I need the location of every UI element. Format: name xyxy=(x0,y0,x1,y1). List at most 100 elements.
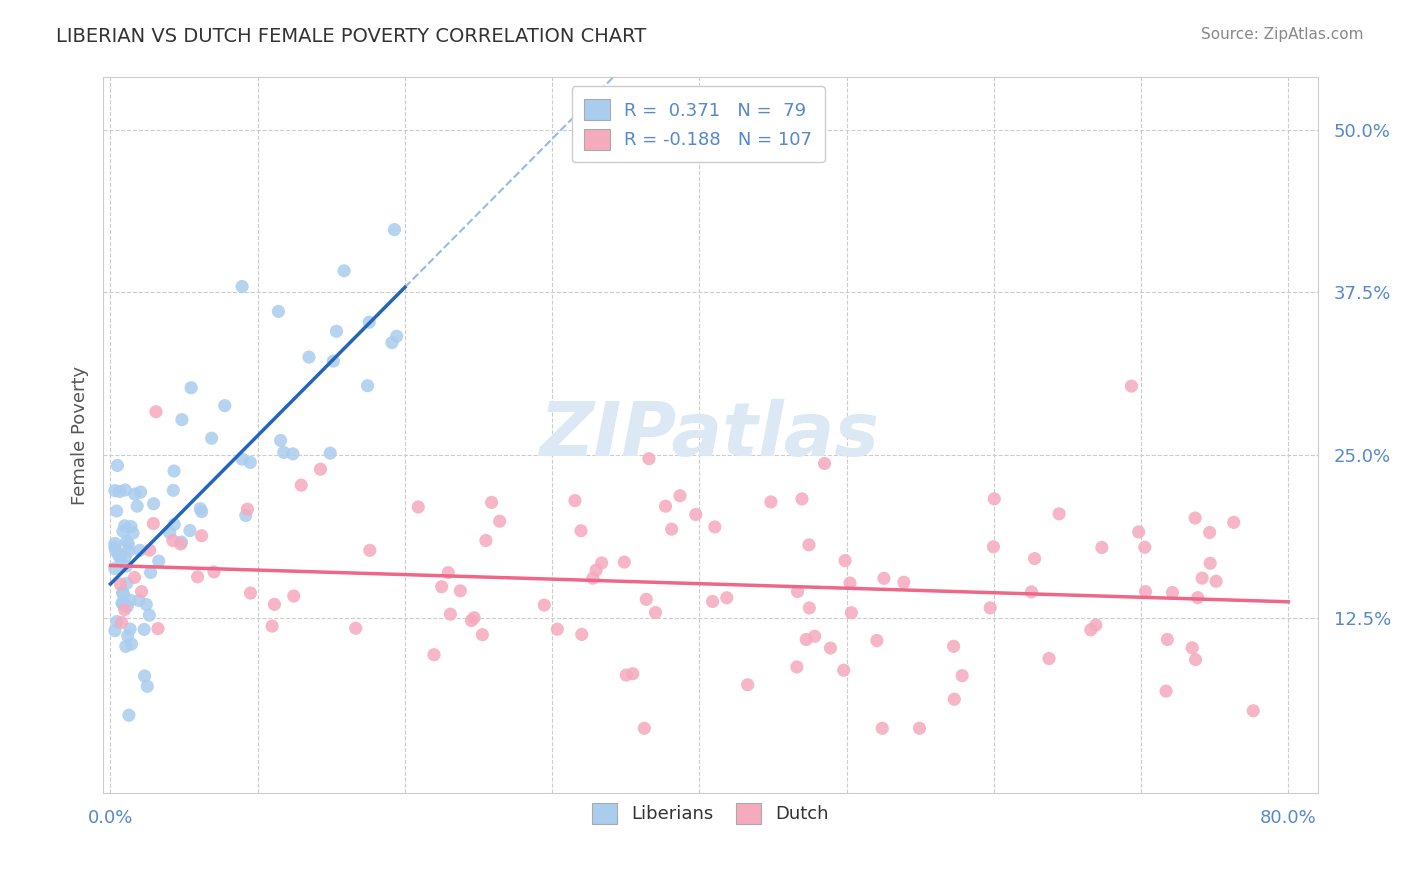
Point xyxy=(943,692,966,706)
Point xyxy=(110,577,132,591)
Point xyxy=(790,491,813,506)
Point xyxy=(702,594,724,608)
Point xyxy=(356,378,378,392)
Point xyxy=(114,640,136,654)
Point xyxy=(908,721,931,735)
Point xyxy=(621,666,644,681)
Point xyxy=(110,615,132,630)
Point xyxy=(105,504,128,518)
Point xyxy=(114,602,136,616)
Point xyxy=(841,606,863,620)
Point xyxy=(231,279,253,293)
Point xyxy=(117,629,139,643)
Point xyxy=(322,354,344,368)
Y-axis label: Female Poverty: Female Poverty xyxy=(72,366,89,505)
Point xyxy=(105,615,128,629)
Point xyxy=(1187,591,1209,605)
Point xyxy=(832,663,855,677)
Point xyxy=(115,559,138,574)
Point xyxy=(179,524,201,538)
Point xyxy=(129,485,152,500)
Point xyxy=(104,536,127,550)
Point xyxy=(873,571,896,585)
Point xyxy=(1021,585,1043,599)
Point xyxy=(1038,651,1060,665)
Point xyxy=(585,563,607,577)
Point xyxy=(983,540,1005,554)
Point xyxy=(118,543,141,558)
Point xyxy=(1198,525,1220,540)
Point xyxy=(111,596,134,610)
Point xyxy=(134,623,156,637)
Point xyxy=(104,483,127,498)
Point xyxy=(1199,556,1222,570)
Point xyxy=(115,534,138,549)
Text: Source: ZipAtlas.com: Source: ZipAtlas.com xyxy=(1201,27,1364,42)
Point xyxy=(162,483,184,498)
Point xyxy=(114,483,136,497)
Point xyxy=(111,524,134,539)
Point xyxy=(582,571,605,585)
Point xyxy=(423,648,446,662)
Point xyxy=(820,641,842,656)
Point xyxy=(262,619,284,633)
Point xyxy=(384,222,406,236)
Point xyxy=(439,607,461,622)
Point xyxy=(533,598,555,612)
Point xyxy=(475,533,498,548)
Point xyxy=(281,447,304,461)
Point xyxy=(1091,541,1114,555)
Point xyxy=(190,529,212,543)
Point xyxy=(114,549,136,564)
Point xyxy=(614,668,637,682)
Point xyxy=(979,600,1001,615)
Point xyxy=(114,518,136,533)
Point xyxy=(236,502,259,516)
Point xyxy=(309,462,332,476)
Point xyxy=(169,537,191,551)
Point xyxy=(716,591,738,605)
Point xyxy=(127,499,149,513)
Point xyxy=(870,721,893,735)
Point xyxy=(202,565,225,579)
Point xyxy=(893,575,915,590)
Point xyxy=(188,501,211,516)
Point xyxy=(120,519,142,533)
Legend: Liberians, Dutch: Liberians, Dutch xyxy=(581,792,839,834)
Point xyxy=(385,329,408,343)
Point xyxy=(159,525,181,540)
Point xyxy=(111,585,134,599)
Point xyxy=(120,622,142,636)
Point xyxy=(115,599,138,614)
Point xyxy=(950,668,973,682)
Point xyxy=(1133,541,1156,555)
Point xyxy=(471,628,494,642)
Point xyxy=(263,598,285,612)
Point xyxy=(794,632,817,647)
Point xyxy=(481,495,503,509)
Point xyxy=(134,669,156,683)
Point xyxy=(163,517,186,532)
Point xyxy=(488,514,510,528)
Point xyxy=(1084,618,1107,632)
Point xyxy=(1205,574,1227,589)
Text: ZIPatlas: ZIPatlas xyxy=(540,399,880,472)
Point xyxy=(344,621,367,635)
Point xyxy=(591,556,613,570)
Point xyxy=(406,500,429,514)
Point xyxy=(110,551,132,566)
Point xyxy=(759,495,782,509)
Point xyxy=(104,561,127,575)
Point xyxy=(239,586,262,600)
Point xyxy=(644,606,666,620)
Point xyxy=(703,520,725,534)
Point xyxy=(319,446,342,460)
Point xyxy=(834,553,856,567)
Point xyxy=(107,549,129,563)
Point xyxy=(460,614,482,628)
Point xyxy=(104,544,127,558)
Point xyxy=(359,543,381,558)
Point xyxy=(430,580,453,594)
Point xyxy=(135,598,157,612)
Point xyxy=(122,526,145,541)
